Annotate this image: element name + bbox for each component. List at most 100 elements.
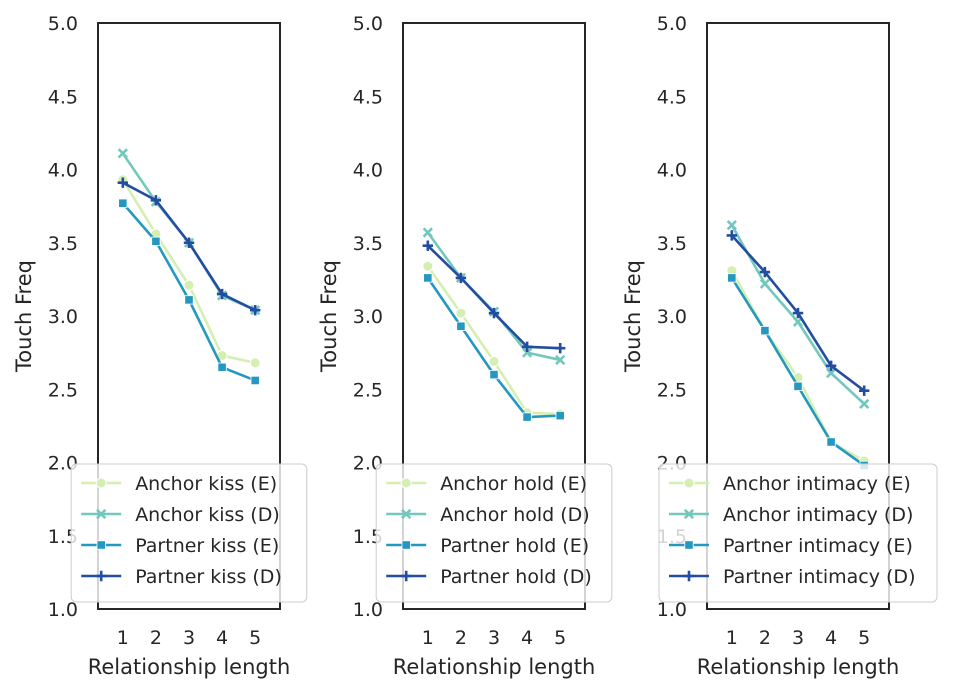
legend-item: Anchor intimacy (E) bbox=[669, 473, 911, 495]
y-tick-label: 4.5 bbox=[48, 86, 78, 108]
y-tick-label: 3.5 bbox=[353, 233, 383, 255]
series-1 bbox=[726, 265, 870, 467]
y-tick-label: 2.0 bbox=[48, 453, 78, 475]
legend-label: Partner hold (E) bbox=[440, 535, 589, 557]
series-line bbox=[426, 264, 562, 416]
legend-box bbox=[658, 463, 938, 603]
series-1 bbox=[422, 260, 566, 420]
x-axis-title: Relationship length bbox=[393, 655, 596, 679]
x-tick-label: 4 bbox=[216, 627, 228, 649]
data-point bbox=[727, 273, 737, 283]
y-tick-label: 4.5 bbox=[353, 86, 383, 108]
legend-item: Anchor hold (E) bbox=[386, 473, 587, 495]
series-4 bbox=[726, 230, 870, 396]
data-point bbox=[118, 198, 128, 208]
series-line bbox=[121, 201, 257, 382]
legend-marker bbox=[96, 508, 107, 520]
data-point bbox=[117, 148, 128, 159]
data-point bbox=[423, 273, 433, 283]
data-point bbox=[760, 326, 770, 336]
data-point bbox=[726, 220, 737, 231]
data-point bbox=[825, 360, 837, 372]
data-point bbox=[183, 237, 195, 248]
data-point bbox=[521, 341, 533, 352]
legend: Anchor kiss (E) Anchor kiss (D) Partner ki… bbox=[70, 463, 308, 603]
legend-marker bbox=[401, 570, 412, 582]
y-tick-label: 3.0 bbox=[657, 306, 687, 328]
legend-item: Partner hold (E) bbox=[386, 535, 589, 557]
x-tick-label: 2 bbox=[150, 627, 162, 649]
x-tick-label: 1 bbox=[726, 627, 738, 649]
data-point bbox=[456, 321, 466, 331]
legend-marker bbox=[400, 477, 412, 489]
x-tick-label: 5 bbox=[554, 627, 566, 649]
data-point bbox=[792, 307, 804, 319]
x-axis-title: Relationship length bbox=[88, 655, 291, 679]
data-point bbox=[250, 375, 260, 386]
y-tick-label: 2.5 bbox=[353, 379, 383, 401]
data-point bbox=[826, 437, 836, 447]
legend-marker bbox=[96, 570, 107, 582]
legend-marker bbox=[401, 508, 412, 520]
y-tick-label: 5.0 bbox=[353, 13, 383, 35]
x-tick-label: 2 bbox=[759, 627, 771, 649]
data-point bbox=[488, 355, 500, 367]
data-point bbox=[759, 278, 771, 289]
axes-frame bbox=[706, 22, 890, 610]
data-point bbox=[489, 369, 499, 380]
legend-item: Partner kiss (E) bbox=[81, 535, 279, 557]
y-tick-label: 3.0 bbox=[353, 306, 383, 328]
data-point bbox=[793, 381, 803, 391]
data-point bbox=[422, 240, 434, 251]
y-tick-label: 4.0 bbox=[657, 160, 687, 182]
x-tick-label: 5 bbox=[858, 627, 870, 649]
legend-label: Partner intimacy (D) bbox=[723, 566, 915, 588]
y-tick-label: 5.0 bbox=[48, 13, 78, 35]
legend-item: Partner intimacy (D) bbox=[669, 566, 915, 588]
axes-frame bbox=[402, 22, 586, 610]
data-point bbox=[249, 357, 261, 369]
legend-item: Partner intimacy (E) bbox=[669, 535, 913, 557]
y-tick-label: 3.0 bbox=[48, 306, 78, 328]
legend-item: Partner kiss (D) bbox=[81, 566, 282, 588]
y-tick-label: 1.5 bbox=[48, 526, 78, 548]
legend-marker bbox=[683, 477, 695, 489]
y-tick-label: 2.5 bbox=[48, 379, 78, 401]
data-point bbox=[183, 279, 195, 291]
legend-item: Anchor intimacy (D) bbox=[669, 504, 913, 526]
y-axis-title: Touch Freq bbox=[12, 260, 36, 373]
data-point bbox=[150, 195, 162, 206]
y-tick-label: 3.5 bbox=[657, 233, 687, 255]
legend-label: Anchor hold (D) bbox=[440, 504, 590, 526]
y-tick-label: 4.5 bbox=[657, 86, 687, 108]
data-point bbox=[488, 307, 500, 319]
data-point bbox=[249, 304, 261, 316]
data-point bbox=[554, 343, 566, 354]
legend-label: Partner hold (D) bbox=[440, 566, 592, 588]
legend-label: Anchor kiss (E) bbox=[135, 473, 277, 495]
data-point bbox=[455, 307, 467, 319]
data-point bbox=[522, 412, 532, 422]
legend-label: Anchor kiss (D) bbox=[135, 504, 280, 526]
data-point bbox=[151, 236, 161, 246]
legend-box bbox=[70, 463, 308, 603]
data-point bbox=[455, 272, 467, 284]
series-line bbox=[121, 178, 257, 365]
y-tick-label: 1.0 bbox=[657, 599, 687, 621]
legend-marker bbox=[683, 570, 695, 582]
x-tick-label: 4 bbox=[825, 627, 837, 649]
x-tick-label: 5 bbox=[249, 627, 261, 649]
axes-frame bbox=[97, 22, 281, 610]
series-4 bbox=[422, 240, 566, 354]
series-line bbox=[730, 269, 866, 463]
legend-marker bbox=[96, 540, 106, 550]
y-tick-label: 2.5 bbox=[657, 379, 687, 401]
series-1 bbox=[117, 174, 261, 369]
data-point bbox=[858, 385, 870, 396]
data-point bbox=[184, 295, 194, 305]
chart-panel-1: 1.0 1.5 2.0 2.5 3.0 3.5 4.0 4.5 5.0 1 2 3 4 5 Relation… bbox=[12, 13, 308, 679]
data-point bbox=[521, 347, 533, 358]
data-point bbox=[555, 411, 565, 421]
data-point bbox=[859, 398, 870, 410]
